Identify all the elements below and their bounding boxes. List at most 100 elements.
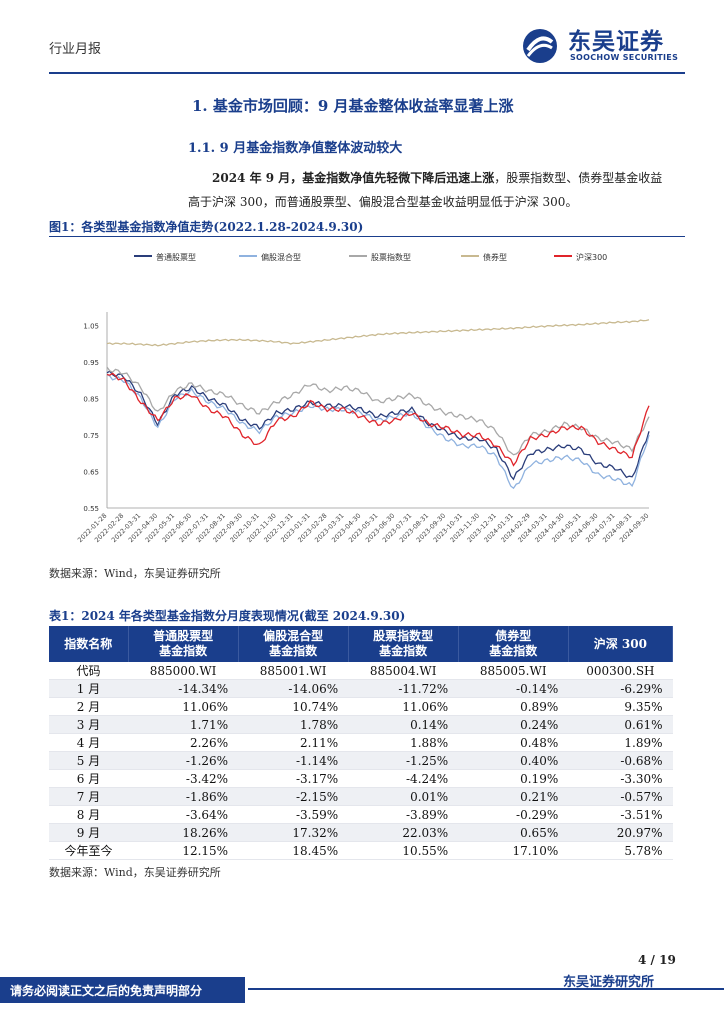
- table-cell: 12.15%: [128, 841, 239, 860]
- table-cell: -0.68%: [568, 751, 673, 770]
- legend-label: 债券型: [483, 252, 507, 262]
- table-cell: 1.89%: [568, 733, 673, 752]
- legend-label: 沪深300: [576, 252, 607, 262]
- y-tick-label: 0.65: [83, 468, 99, 476]
- footer-disclaimer: 请务必阅读正文之后的免责声明部分: [10, 984, 203, 998]
- table-cell: 18.26%: [128, 823, 239, 842]
- series-line: [106, 374, 650, 490]
- table-cell: -3.42%: [128, 769, 239, 788]
- table-row: 3 月 1.71% 1.78% 0.14% 0.24% 0.61%: [49, 715, 673, 734]
- table-row: 今年至今 12.15% 18.45% 10.55% 17.10% 5.78%: [49, 841, 673, 860]
- series-line: [106, 370, 650, 481]
- legend-label: 普通股票型: [156, 252, 196, 262]
- table-cell: 2.11%: [238, 733, 349, 752]
- table-cell: 0.89%: [458, 697, 569, 716]
- table-header-cell: 普通股票型 基金指数: [128, 626, 239, 662]
- figure-divider: [49, 236, 685, 237]
- y-tick-label: 0.75: [83, 432, 99, 440]
- table-row: 6 月 -3.42% -3.17% -4.24% 0.19% -3.30%: [49, 769, 673, 788]
- footer-divider: [248, 988, 724, 990]
- table-row: 5 月 -1.26% -1.14% -1.25% 0.40% -0.68%: [49, 751, 673, 770]
- table-cell: 17.32%: [238, 823, 349, 842]
- row-label: 7 月: [49, 787, 129, 806]
- table-cell: -0.14%: [458, 679, 569, 698]
- series-line: [106, 319, 650, 347]
- brand-name-en: SOOCHOW SECURITIES: [570, 53, 679, 62]
- header-divider: [49, 72, 685, 74]
- table-header-cell: 股票指数型 基金指数: [348, 626, 459, 662]
- table-cell: -3.30%: [568, 769, 673, 788]
- series-line: [106, 372, 650, 467]
- soochow-logo-icon: [523, 29, 557, 63]
- table-cell: 1.88%: [348, 733, 459, 752]
- table-cell: 0.48%: [458, 733, 569, 752]
- table-cell: -1.25%: [348, 751, 459, 770]
- table-cell: 1.78%: [238, 715, 349, 734]
- table-cell: 0.19%: [458, 769, 569, 788]
- table-cell: 0.65%: [458, 823, 569, 842]
- table-row: 4 月 2.26% 2.11% 1.88% 0.48% 1.89%: [49, 733, 673, 752]
- figure-source: 数据来源：Wind，东吴证券研究所: [49, 567, 221, 580]
- table-cell: 885001.WI: [238, 662, 349, 680]
- row-label: 3 月: [49, 715, 129, 734]
- table-cell: 885005.WI: [458, 662, 569, 680]
- table-cell: -3.51%: [568, 805, 673, 824]
- table-cell: 000300.SH: [568, 662, 673, 680]
- paragraph-lead: 2024 年 9 月，基金指数净值先轻微下降后迅速上涨: [212, 171, 495, 185]
- page-number: 4 / 19: [638, 953, 676, 967]
- row-label: 6 月: [49, 769, 129, 788]
- table-cell: 0.01%: [348, 787, 459, 806]
- paragraph-rest: ，股票指数型、债券型基金收益: [494, 171, 663, 185]
- table-cell: 1.71%: [128, 715, 239, 734]
- table-cell: 18.45%: [238, 841, 349, 860]
- table-cell: -3.17%: [238, 769, 349, 788]
- table-row: 2 月 11.06% 10.74% 11.06% 0.89% 9.35%: [49, 697, 673, 716]
- table-cell: -3.64%: [128, 805, 239, 824]
- table-header-cell: 债券型 基金指数: [458, 626, 569, 662]
- body-paragraph-line2: 高于沪深 300，而普通股票型、偏股混合型基金收益明显低于沪深 300。: [188, 195, 578, 209]
- table-cell: 10.74%: [238, 697, 349, 716]
- series-line: [106, 366, 650, 456]
- table-header-cell: 指数名称: [49, 626, 129, 662]
- table-cell: 10.55%: [348, 841, 459, 860]
- body-paragraph: 2024 年 9 月，基金指数净值先轻微下降后迅速上涨，股票指数型、债券型基金收…: [188, 165, 688, 191]
- table-header-cell: 沪深 300: [568, 626, 674, 662]
- report-category: 行业月报: [49, 42, 102, 57]
- table-cell: -14.06%: [238, 679, 349, 698]
- table-row: 8 月 -3.64% -3.59% -3.89% -0.29% -3.51%: [49, 805, 673, 824]
- row-label: 1 月: [49, 679, 129, 698]
- table-source: 数据来源：Wind，东吴证券研究所: [49, 866, 221, 879]
- table-cell: 2.26%: [128, 733, 239, 752]
- brand-name: 东吴证券: [568, 29, 664, 55]
- y-tick-label: 1.05: [83, 322, 99, 330]
- row-label: 代码: [49, 662, 129, 680]
- table-cell: -14.34%: [128, 679, 239, 698]
- table-cell: 5.78%: [568, 841, 673, 860]
- table-cell: 0.61%: [568, 715, 673, 734]
- table-cell: -1.86%: [128, 787, 239, 806]
- table-cell: 0.21%: [458, 787, 569, 806]
- table-cell: 20.97%: [568, 823, 673, 842]
- table-cell: 0.14%: [348, 715, 459, 734]
- table-row: 9 月 18.26% 17.32% 22.03% 0.65% 20.97%: [49, 823, 673, 842]
- table-cell: 17.10%: [458, 841, 569, 860]
- table-title: 表1：2024 年各类型基金指数分月度表现情况(截至 2024.9.30): [49, 609, 406, 623]
- row-label: 9 月: [49, 823, 129, 842]
- table-cell: -6.29%: [568, 679, 673, 698]
- table-cell: 0.24%: [458, 715, 569, 734]
- table-header-cell: 偏股混合型 基金指数: [238, 626, 349, 662]
- footer-band: [0, 977, 245, 1003]
- table-cell: -3.59%: [238, 805, 349, 824]
- monthly-performance-table: 指数名称 普通股票型 基金指数 偏股混合型 基金指数 股票指数型 基金指数 债券型 基金指数 沪深…: [49, 626, 674, 860]
- row-label: 8 月: [49, 805, 129, 824]
- table-cell: 9.35%: [568, 697, 673, 716]
- table-cell: 885000.WI: [128, 662, 239, 680]
- section-heading: 1. 基金市场回顾：9 月基金整体收益率显著上涨: [192, 97, 514, 115]
- table-cell: -4.24%: [348, 769, 459, 788]
- y-tick-label: 0.85: [83, 395, 99, 403]
- table-row: 1 月 -14.34% -14.06% -11.72% -0.14% -6.29%: [49, 679, 673, 698]
- table-cell: 885004.WI: [348, 662, 459, 680]
- row-label: 5 月: [49, 751, 129, 770]
- legend-label: 偏股混合型: [261, 252, 301, 262]
- table-cell: -3.89%: [348, 805, 459, 824]
